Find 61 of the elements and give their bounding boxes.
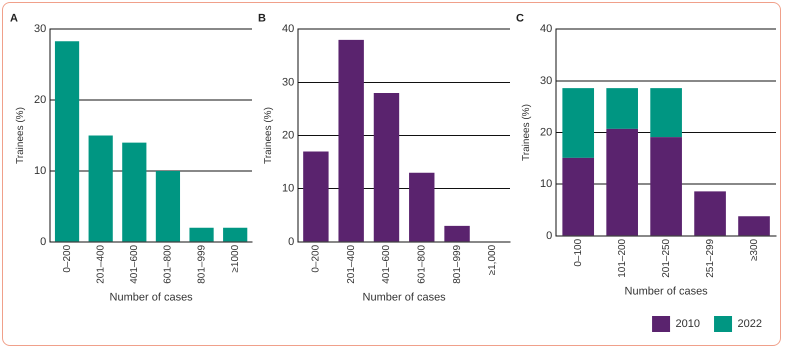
y-tick-label: 30 bbox=[540, 74, 552, 87]
bar bbox=[223, 228, 248, 242]
bar bbox=[88, 136, 113, 242]
y-tick-label: 20 bbox=[540, 126, 552, 139]
chart-title: A bbox=[10, 12, 18, 25]
bar bbox=[54, 41, 80, 242]
x-tick-label: 201–400 bbox=[95, 244, 106, 284]
x-axis-title: Number of cases bbox=[110, 291, 194, 304]
x-tick-label: 0–200 bbox=[310, 244, 322, 273]
x-tick-label: 801–999 bbox=[452, 244, 463, 284]
y-tick-label: 20 bbox=[282, 130, 294, 142]
y-tick-label: 10 bbox=[282, 182, 294, 195]
bar bbox=[650, 88, 682, 138]
bar bbox=[374, 93, 400, 242]
y-tick-label: 0 bbox=[40, 236, 46, 248]
y-axis-title: Trainees (%) bbox=[262, 107, 274, 164]
x-tick-label: 201–250 bbox=[660, 238, 672, 278]
x-tick-label: 251–299 bbox=[704, 238, 716, 278]
bar bbox=[606, 88, 638, 129]
y-tick-label: 30 bbox=[34, 23, 46, 36]
bar bbox=[122, 142, 146, 242]
x-tick-label: 601–800 bbox=[416, 244, 428, 284]
x-tick-label: 0–200 bbox=[62, 244, 73, 273]
legend-label: 2022 bbox=[738, 318, 762, 330]
y-tick-label: 10 bbox=[34, 165, 46, 178]
x-tick-label: ≥300 bbox=[748, 238, 760, 262]
y-tick-label: 40 bbox=[282, 23, 294, 36]
bar bbox=[650, 137, 682, 236]
x-axis-title: Number of cases bbox=[624, 285, 708, 298]
y-tick-label: 0 bbox=[288, 236, 294, 248]
y-tick-label: 0 bbox=[546, 230, 552, 242]
bar bbox=[738, 216, 770, 236]
bar bbox=[156, 170, 180, 242]
x-axis-title: Number of cases bbox=[362, 291, 446, 304]
y-tick-label: 10 bbox=[540, 178, 552, 190]
bar bbox=[606, 128, 638, 236]
bar bbox=[562, 158, 594, 236]
x-tick-label: 601–800 bbox=[162, 244, 174, 284]
bar bbox=[303, 151, 329, 242]
chart-title: B bbox=[258, 12, 266, 25]
y-tick-label: 30 bbox=[282, 76, 294, 88]
bar bbox=[338, 40, 364, 242]
legend-label: 2010 bbox=[676, 318, 700, 330]
x-tick-label: ≥1,000 bbox=[487, 244, 498, 276]
y-tick-label: 20 bbox=[34, 94, 46, 106]
x-tick-label: 0–100 bbox=[572, 238, 584, 267]
x-tick-label: 101–200 bbox=[616, 238, 628, 278]
bar bbox=[694, 191, 726, 236]
y-tick-label: 40 bbox=[540, 23, 552, 36]
x-tick-label: ≥1000 bbox=[230, 244, 241, 273]
x-tick-label: 801–999 bbox=[196, 244, 208, 284]
y-axis-title: Trainees (%) bbox=[520, 104, 532, 161]
x-tick-label: 401–600 bbox=[381, 244, 392, 284]
y-axis-title: Trainees (%) bbox=[14, 107, 26, 164]
bar bbox=[409, 172, 434, 242]
x-tick-label: 201–400 bbox=[346, 244, 357, 284]
bar bbox=[562, 88, 594, 158]
bar bbox=[444, 226, 470, 242]
chart-title: C bbox=[516, 12, 524, 25]
bar bbox=[189, 228, 214, 242]
x-tick-label: 401–600 bbox=[129, 244, 140, 284]
